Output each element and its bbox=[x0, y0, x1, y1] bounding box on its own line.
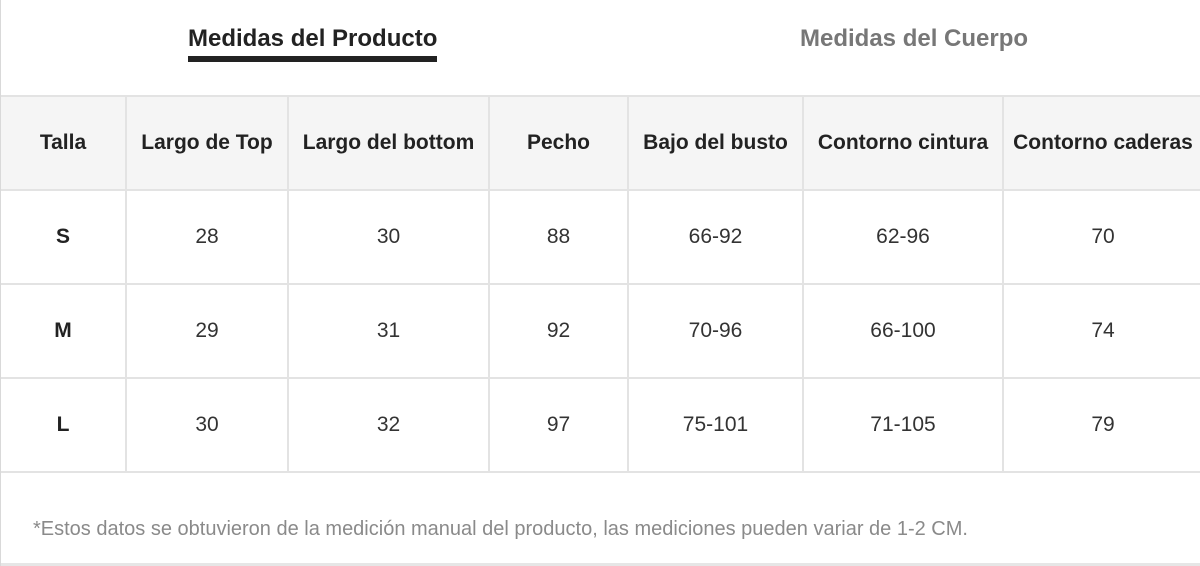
bottom-divider bbox=[1, 563, 1200, 566]
measurement-tabs: Medidas del Producto Medidas del Cuerpo bbox=[1, 0, 1200, 95]
measurement-disclaimer: *Estos datos se obtuvieron de la medició… bbox=[33, 518, 968, 540]
tab-body-measurements[interactable]: Medidas del Cuerpo bbox=[800, 25, 1029, 52]
column-header-top-length: Largo de Top bbox=[125, 95, 289, 191]
table-cell: 70-96 bbox=[627, 283, 804, 379]
table-header-row: Talla Largo de Top Largo del bottom Pech… bbox=[1, 95, 1200, 191]
column-header-waist: Contorno cintura bbox=[802, 95, 1004, 191]
table-cell: 79 bbox=[1002, 377, 1200, 473]
size-cell: S bbox=[1, 189, 127, 285]
table-cell: 88 bbox=[488, 189, 629, 285]
table-cell: 30 bbox=[287, 189, 490, 285]
table-cell: 66-100 bbox=[802, 283, 1004, 379]
table-cell: 29 bbox=[125, 283, 289, 379]
column-header-bottom-length: Largo del bottom bbox=[287, 95, 490, 191]
table-row: S 28 30 88 66-92 62-96 70 bbox=[1, 189, 1200, 285]
table-cell: 97 bbox=[488, 377, 629, 473]
table-cell: 70 bbox=[1002, 189, 1200, 285]
column-header-underbust: Bajo del busto bbox=[627, 95, 804, 191]
table-cell: 28 bbox=[125, 189, 289, 285]
column-header-bust: Pecho bbox=[488, 95, 629, 191]
table-cell: 30 bbox=[125, 377, 289, 473]
column-header-size: Talla bbox=[1, 95, 127, 191]
table-cell: 75-101 bbox=[627, 377, 804, 473]
table-cell: 92 bbox=[488, 283, 629, 379]
size-cell: M bbox=[1, 283, 127, 379]
column-header-hips: Contorno caderas bbox=[1002, 95, 1200, 191]
tab-product-measurements[interactable]: Medidas del Producto bbox=[188, 24, 438, 62]
table-cell: 71-105 bbox=[802, 377, 1004, 473]
table-cell: 66-92 bbox=[627, 189, 804, 285]
table-cell: 74 bbox=[1002, 283, 1200, 379]
table-cell: 62-96 bbox=[802, 189, 1004, 285]
table-cell: 32 bbox=[287, 377, 490, 473]
size-cell: L bbox=[1, 377, 127, 473]
table-row: L 30 32 97 75-101 71-105 79 bbox=[1, 377, 1200, 473]
table-row: M 29 31 92 70-96 66-100 74 bbox=[1, 283, 1200, 379]
size-table: Talla Largo de Top Largo del bottom Pech… bbox=[1, 95, 1200, 473]
table-cell: 31 bbox=[287, 283, 490, 379]
